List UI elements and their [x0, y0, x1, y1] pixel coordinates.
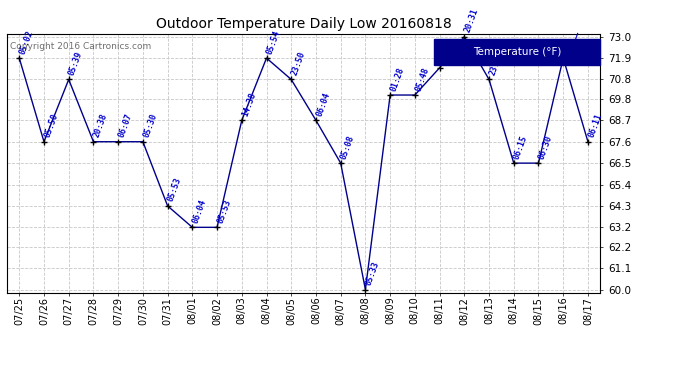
Text: 20:38: 20:38	[92, 112, 109, 139]
Text: 05:45: 05:45	[438, 39, 455, 65]
Text: 05:08: 05:08	[339, 134, 356, 160]
Text: 23:50: 23:50	[290, 50, 307, 77]
Text: 05:54: 05:54	[265, 29, 282, 55]
Text: 05:53: 05:53	[166, 177, 184, 203]
Text: 05:48: 05:48	[413, 66, 431, 92]
Text: 05:02: 05:02	[18, 29, 35, 55]
Text: 05:30: 05:30	[141, 112, 159, 139]
Text: 20:31: 20:31	[463, 8, 480, 34]
Text: Copyright 2016 Cartronics.com: Copyright 2016 Cartronics.com	[10, 42, 151, 51]
FancyBboxPatch shape	[434, 39, 600, 65]
Text: 01:28: 01:28	[388, 66, 406, 92]
Title: Outdoor Temperature Daily Low 20160818: Outdoor Temperature Daily Low 20160818	[156, 17, 451, 31]
Text: 06:04: 06:04	[191, 198, 208, 225]
Text: 06:30: 06:30	[537, 134, 554, 160]
Text: 05:50: 05:50	[43, 112, 59, 139]
Text: 06:15: 06:15	[513, 134, 529, 160]
Text: 05:53: 05:53	[216, 198, 233, 225]
Text: 06:07: 06:07	[117, 112, 134, 139]
Text: 05:33: 05:33	[364, 260, 381, 287]
Text: 23:52: 23:52	[488, 50, 504, 77]
Text: 06:11: 06:11	[586, 112, 604, 139]
Text: 06:__: 06:__	[562, 28, 579, 55]
Text: 05:39: 05:39	[68, 50, 84, 77]
Text: 14:38: 14:38	[240, 91, 257, 117]
Text: 06:04: 06:04	[315, 91, 332, 117]
Text: Temperature (°F): Temperature (°F)	[473, 47, 562, 57]
